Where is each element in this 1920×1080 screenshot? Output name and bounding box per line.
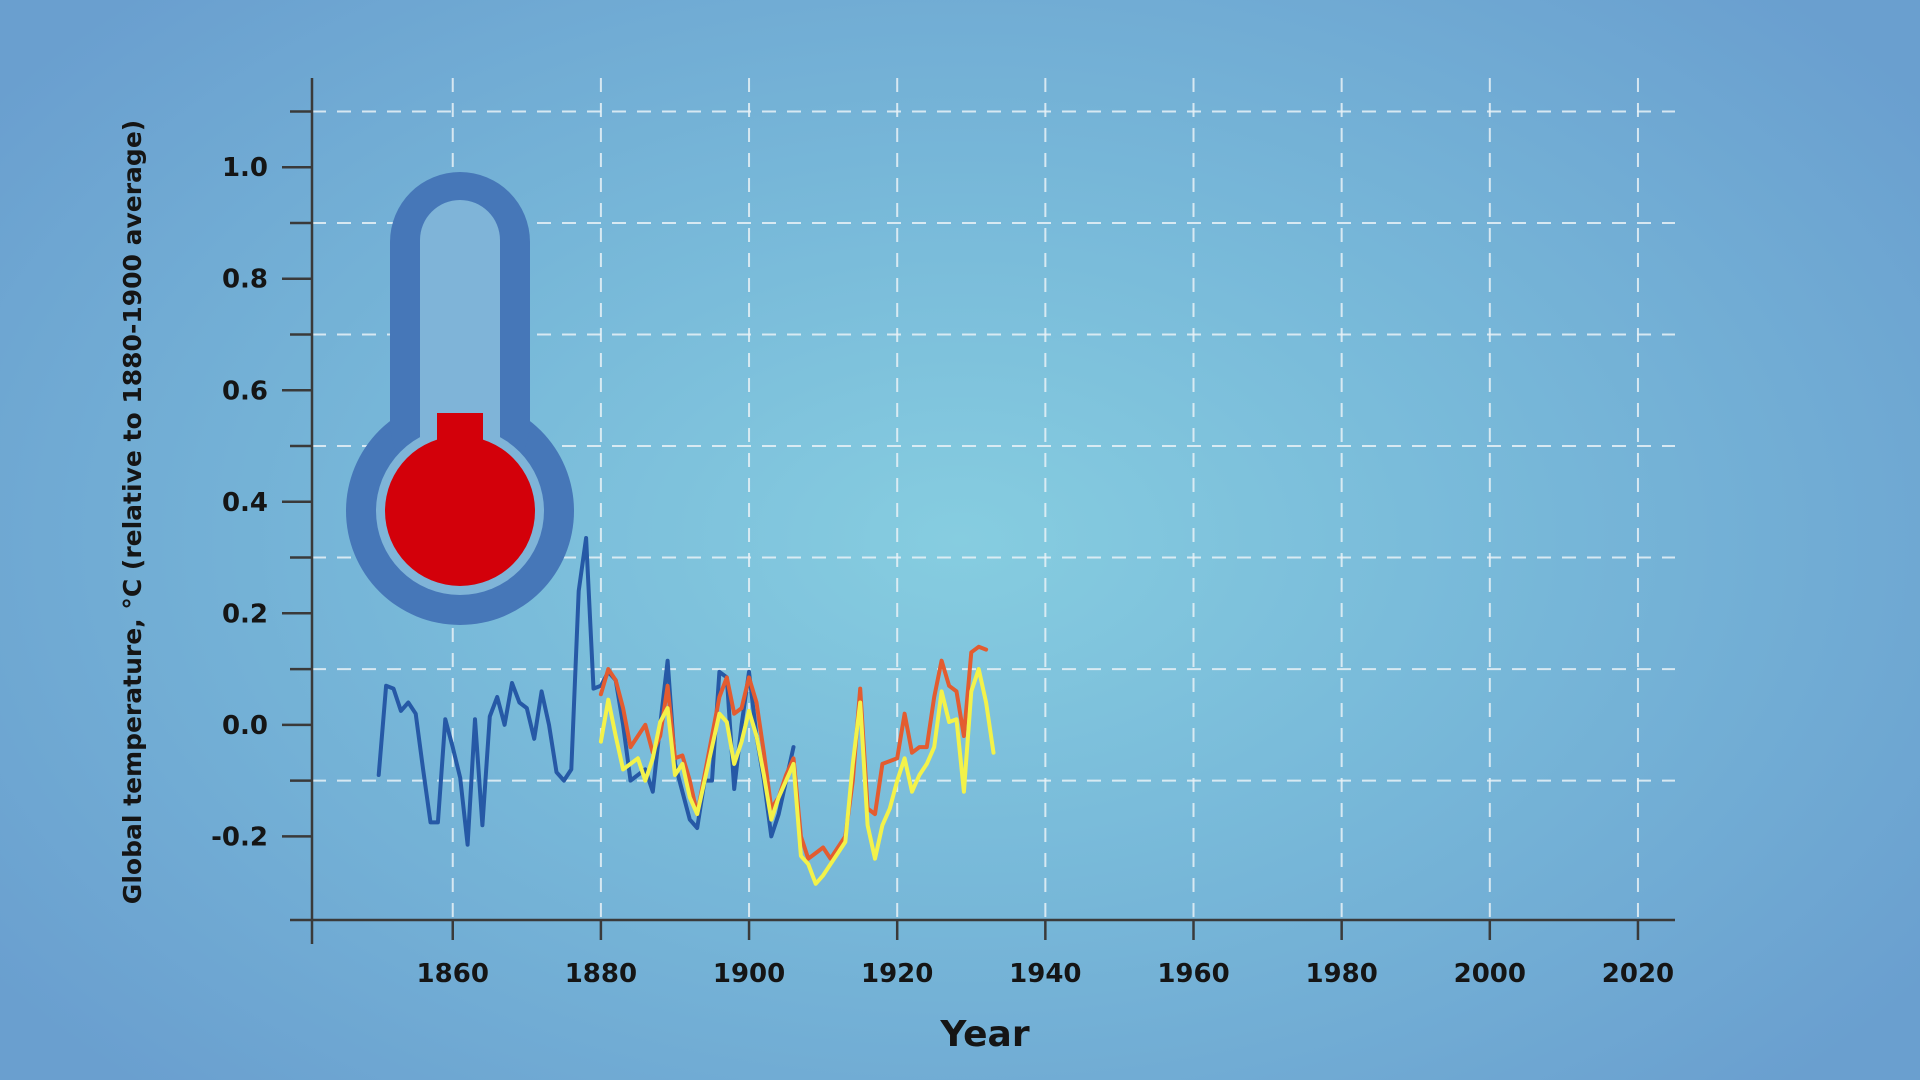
axes [282,78,1675,944]
x-tick-label: 1980 [1305,959,1377,989]
y-tick-label: 0.0 [222,711,268,741]
y-tick-label: 0.8 [222,265,268,295]
y-tick-label: 0.6 [222,376,268,406]
y-tick-label: 0.2 [222,599,268,629]
y-axis-title: Global temperature, °C (relative to 1880… [118,120,147,904]
series-line-1 [376,536,796,847]
x-tick-label: 1920 [861,959,933,989]
y-tick-label: 0.4 [222,488,268,518]
series-lines [376,536,996,886]
x-tick-label: 1960 [1157,959,1229,989]
tick-labels: -0.2 0.0 0.2 0.4 0.6 0.8 1.0 1860 1880 1900 1920 19… [211,153,1674,989]
thermometer-icon [346,172,574,625]
series-line-3 [598,667,996,886]
x-tick-label: 2000 [1454,959,1526,989]
x-tick-label: 1940 [1009,959,1081,989]
y-tick-label: -0.2 [211,822,268,852]
x-tick-label: 1900 [713,959,785,989]
y-tick-label: 1.0 [222,153,268,183]
x-axis-title: Year [939,1014,1029,1055]
x-tick-label: 2020 [1602,959,1674,989]
series-line-2 [598,644,989,861]
x-tick-label: 1860 [417,959,489,989]
thermometer-mercury-bulb [385,436,535,586]
x-tick-label: 1880 [565,959,637,989]
